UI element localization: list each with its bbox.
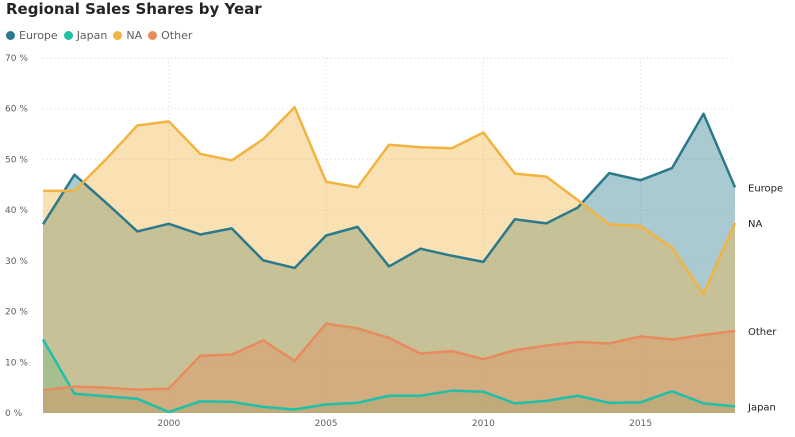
legend-label: Europe — [19, 29, 58, 42]
line-other — [42, 322, 736, 392]
y-tick-label: 20 % — [5, 308, 28, 318]
line-na — [43, 105, 737, 296]
legend: Europe Japan NA Other — [6, 29, 198, 42]
y-tick-label: 30 % — [5, 257, 28, 267]
end-label-other: Other — [748, 327, 777, 338]
y-tick-label: 0 % — [5, 409, 23, 419]
line-japan — [41, 338, 736, 414]
legend-label: NA — [126, 29, 143, 42]
end-label-japan: Japan — [747, 402, 776, 413]
legend-marker — [63, 31, 73, 40]
legend-item-na[interactable]: NA — [113, 29, 142, 42]
x-tick-label: 2010 — [472, 419, 495, 429]
x-tick-label: 2000 — [157, 419, 180, 429]
line-europe — [41, 112, 737, 270]
legend-marker — [113, 31, 123, 40]
legend-item-japan[interactable]: Japan — [63, 29, 108, 42]
x-tick-label: 2005 — [315, 419, 338, 429]
legend-label: Japan — [76, 29, 108, 42]
y-tick-label: 50 % — [5, 155, 28, 165]
chart-title: Regional Sales Shares by Year — [6, 0, 262, 18]
area-europe — [43, 113, 735, 414]
legend-label: Other — [161, 29, 193, 42]
area-na — [43, 107, 735, 413]
legend-marker — [6, 31, 15, 40]
y-tick-label: 60 % — [5, 105, 28, 115]
end-label-na: NA — [748, 219, 762, 230]
x-tick-label: 2015 — [629, 419, 652, 429]
legend-item-other[interactable]: Other — [148, 29, 192, 42]
area-japan — [43, 339, 735, 413]
y-tick-label: 40 % — [5, 206, 28, 216]
legend-item-europe[interactable]: Europe — [6, 29, 58, 42]
area-other — [43, 323, 735, 413]
y-tick-label: 10 % — [5, 358, 28, 368]
y-tick-label: 70 % — [5, 54, 28, 64]
legend-marker — [148, 31, 158, 40]
end-label-europe: Europe — [748, 183, 783, 194]
